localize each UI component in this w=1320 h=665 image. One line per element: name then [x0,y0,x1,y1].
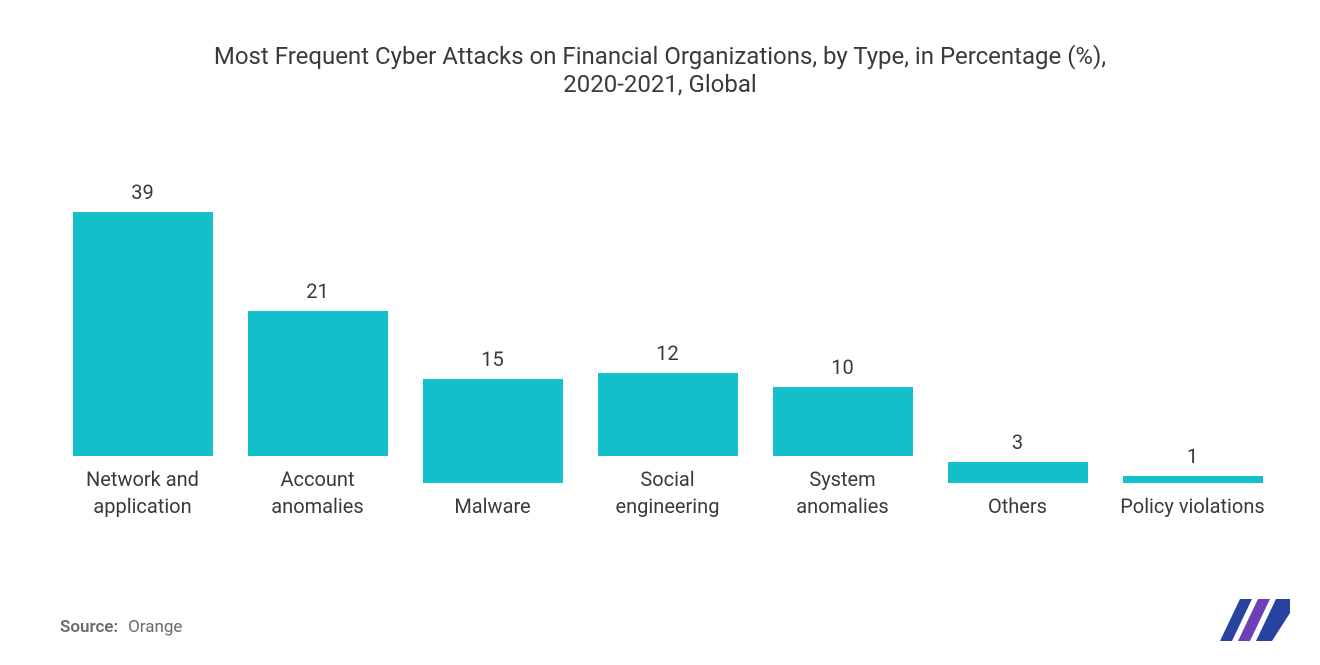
bar-value-label: 21 [306,279,328,303]
chart-title: Most Frequent Cyber Attacks on Financial… [0,42,1320,98]
bar-column: 1 Policy violations [1105,180,1280,520]
bar [73,212,213,456]
bar-category-label: Account anomalies [230,466,405,520]
chart-title-line2: 2020-2021, Global [60,70,1260,98]
source-label: Source: [60,617,118,637]
bar-column: 12 Social engineering [580,180,755,520]
bar-category-label: Network and application [55,466,230,520]
bar [248,311,388,456]
source-value: Orange [128,617,182,637]
source-attribution: Source: Orange [60,617,182,637]
bar-value-label: 12 [656,341,678,365]
bar [948,462,1088,483]
chart-canvas: Most Frequent Cyber Attacks on Financial… [0,0,1320,665]
bar [773,387,913,456]
bar-category-label: Policy violations [1114,493,1270,520]
bar-column: 10 System anomalies [755,180,930,520]
bar-category-label: Social engineering [580,466,755,520]
bar-value-label: 39 [131,180,153,204]
bar-column: 39 Network and application [55,180,230,520]
bar [598,373,738,456]
bar-value-label: 10 [831,355,853,379]
bar-value-label: 3 [1012,430,1023,454]
bar-column: 3 Others [930,180,1105,520]
bar [1123,476,1263,483]
bar-category-label: Others [982,493,1053,520]
bar [423,379,563,483]
brand-logo [1220,599,1290,645]
chart-title-line1: Most Frequent Cyber Attacks on Financial… [60,42,1260,70]
bar-value-label: 15 [481,347,503,371]
bar-category-label: Malware [448,493,536,520]
bar-column: 15 Malware [405,180,580,520]
bar-column: 21 Account anomalies [230,180,405,520]
bar-category-label: System anomalies [755,466,930,520]
bar-chart: 39 Network and application 21 Account anoma… [55,180,1280,520]
bar-value-label: 1 [1187,444,1198,468]
